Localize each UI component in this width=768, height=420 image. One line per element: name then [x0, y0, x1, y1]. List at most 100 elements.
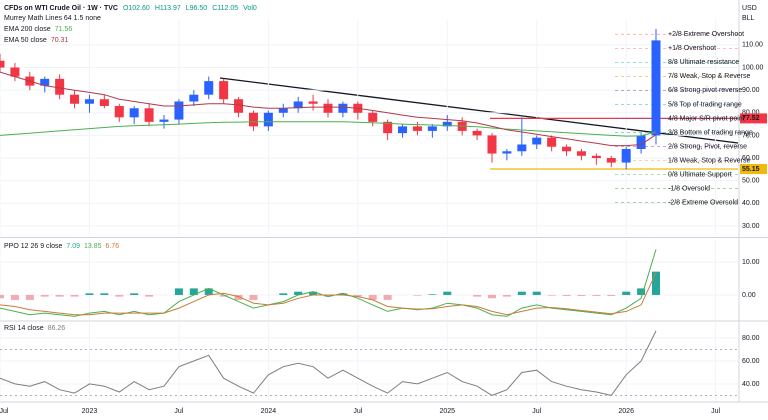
- legend-value: 86.26: [48, 325, 66, 332]
- y-tick-label: 110.00: [742, 42, 763, 49]
- murrey-label: 1/8 Weak, Stop & Reverse: [668, 157, 750, 164]
- x-tick-label: 2023: [82, 408, 98, 415]
- candle-body: [114, 106, 124, 118]
- histogram-bar: [413, 294, 422, 296]
- candle-body: [189, 94, 199, 102]
- x-tick-label: 2024: [261, 408, 277, 415]
- histogram-bar: [547, 294, 556, 296]
- candle-body: [547, 137, 557, 147]
- y-tick-label: 70.00: [742, 132, 760, 139]
- x-tick-label: Jul: [0, 408, 9, 415]
- candle-body: [502, 151, 512, 154]
- histogram-bar: [0, 294, 4, 299]
- price-level-label: 77.52: [742, 115, 760, 122]
- indicator-line: [0, 330, 657, 396]
- y-tick-label: 30.00: [742, 223, 760, 230]
- murrey-label: -2/8 Extreme Oversold: [668, 199, 738, 206]
- ema-line: [0, 71, 657, 147]
- candle-body: [84, 99, 94, 104]
- histogram-bar: [353, 294, 362, 297]
- murrey-label: 8/8 Ultimate resistance: [668, 59, 739, 66]
- histogram-bar: [189, 288, 198, 295]
- histogram-bar: [502, 294, 511, 297]
- legend-entry: PPO 12 26 9 close 7.09 13.85 6.76: [4, 243, 119, 250]
- candle-body: [442, 121, 452, 127]
- candle-body: [129, 108, 139, 118]
- murrey-label: 5/8 Top of trading range: [668, 101, 742, 108]
- histogram-bar: [592, 294, 601, 296]
- y-tick-label: 80.00: [742, 335, 760, 342]
- histogram-bar: [234, 294, 243, 300]
- legend-entry: EMA 50 close 70.31: [4, 37, 68, 44]
- histogram-bar: [249, 294, 258, 300]
- y-tick-label: 50.00: [742, 178, 760, 185]
- histogram-bar: [145, 294, 154, 297]
- histogram-bar: [204, 288, 213, 295]
- candle-body: [40, 78, 50, 86]
- candle-body: [0, 60, 5, 68]
- candle-body: [517, 144, 527, 152]
- candle-body: [99, 99, 109, 106]
- murrey-label: 0/8 Ultimate Support: [668, 171, 732, 178]
- candle-body: [248, 112, 258, 127]
- histogram-bar: [324, 294, 332, 297]
- y-tick-label: 60.00: [742, 155, 760, 162]
- histogram-bar: [115, 294, 124, 297]
- y-tick-label: 40.00: [742, 381, 760, 388]
- candle-body: [219, 81, 229, 100]
- histogram-bar: [100, 293, 109, 295]
- candle-body: [383, 121, 393, 134]
- candle-body: [293, 101, 303, 109]
- histogram-bar: [70, 294, 79, 297]
- y-tick-label: 10.00: [742, 259, 760, 266]
- legend-value: 70.31: [51, 37, 69, 44]
- candle-body: [55, 78, 65, 95]
- histogram-bar: [55, 294, 64, 297]
- murrey-label: +2/8 Extreme Overshoot: [668, 31, 744, 38]
- symbol-title: CFDs on WTI Crude Oil · 1W · TVC: [4, 5, 118, 12]
- quote-value: C112.05: [212, 5, 238, 12]
- histogram-bar: [338, 293, 347, 295]
- candle-body: [398, 126, 408, 134]
- legend-value: 71.56: [55, 26, 73, 33]
- murrey-label: 4/8 Major S/R pivot point: [668, 115, 745, 122]
- candle-body: [427, 126, 437, 131]
- legend-name: EMA 50 close: [4, 37, 47, 44]
- y-tick-label: 90.00: [742, 87, 760, 94]
- histogram-bar: [517, 291, 526, 295]
- histogram-bar: [368, 294, 377, 300]
- murrey-label: +1/8 Overshoot: [668, 45, 716, 52]
- ema-line: [0, 121, 657, 137]
- candle-body: [368, 112, 378, 122]
- histogram-bar: [279, 293, 288, 295]
- quote-value: H113.97: [155, 5, 181, 12]
- candle-body: [278, 108, 288, 113]
- candle-body: [159, 119, 169, 122]
- histogram-bar: [577, 294, 586, 296]
- histogram-bar: [443, 291, 452, 295]
- histogram-bar: [25, 294, 34, 300]
- histogram-bar: [383, 294, 392, 300]
- murrey-label: 3/8 Bottom of trading range: [668, 129, 753, 136]
- candle-body: [174, 101, 184, 120]
- histogram-bar: [219, 294, 228, 297]
- candle-body: [487, 135, 497, 154]
- histogram-bar: [309, 291, 318, 295]
- histogram-bar: [428, 294, 437, 295]
- y-tick-label: 0.00: [742, 292, 756, 299]
- price-level-box: [740, 164, 767, 175]
- candle-body: [204, 81, 214, 95]
- candle-body: [562, 146, 572, 152]
- y-tick-label: 80.00: [742, 110, 760, 117]
- murrey-label: 7/8 Weak, Stop & Reverse: [668, 73, 750, 80]
- candle-body: [338, 103, 348, 113]
- histogram-bar: [294, 291, 303, 295]
- histogram-bar: [473, 294, 482, 297]
- y-tick-label: 60.00: [742, 358, 760, 365]
- x-tick-label: Jul: [174, 408, 183, 415]
- histogram-bar: [562, 294, 571, 296]
- candle-body: [576, 151, 586, 156]
- legend-value: 7.09: [66, 243, 80, 250]
- candle-body: [651, 40, 661, 136]
